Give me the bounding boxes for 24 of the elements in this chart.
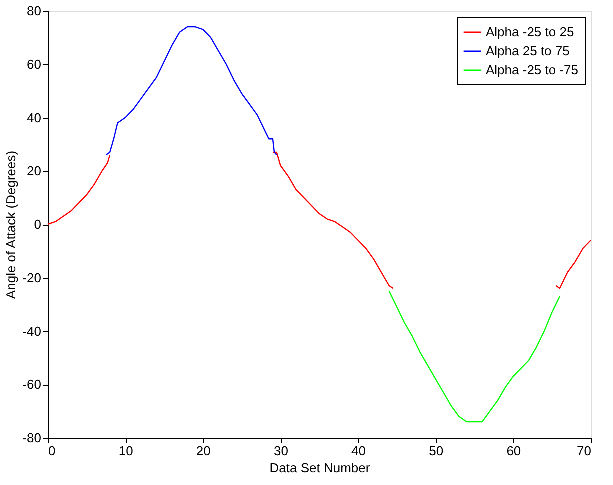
- y-axis-title: Angle of Attack (Degrees): [4, 150, 19, 300]
- line-series: [106, 26, 278, 156]
- x-tick-label: 20: [196, 444, 211, 458]
- x-tick-label: 60: [506, 444, 522, 458]
- x-tick-label: 10: [118, 444, 134, 458]
- y-tick-label: 40: [27, 110, 42, 126]
- y-tick-label: -20: [22, 270, 42, 286]
- legend-label: Alpha 25 to 75: [486, 44, 570, 58]
- x-tick-label: 70: [577, 444, 592, 458]
- x-axis-title: Data Set Number: [270, 460, 371, 476]
- y-tick-label: -80: [22, 430, 42, 446]
- legend-label: Alpha -25 to 25: [486, 24, 574, 40]
- y-tick-label: 60: [27, 56, 42, 72]
- y-tick-label: 20: [27, 164, 42, 179]
- x-tick-label: 40: [352, 444, 366, 458]
- x-tick-label: 0: [48, 444, 56, 458]
- y-tick-label: 0: [34, 217, 42, 232]
- x-tick-label: 50: [429, 444, 444, 458]
- y-tick-label: -60: [22, 377, 42, 392]
- y-tick-label: -40: [22, 324, 42, 339]
- y-tick-label: 80: [27, 4, 42, 18]
- line-series: [388, 290, 561, 423]
- legend-label: Alpha -25 to -75: [486, 62, 579, 78]
- x-tick-label: 30: [274, 444, 288, 458]
